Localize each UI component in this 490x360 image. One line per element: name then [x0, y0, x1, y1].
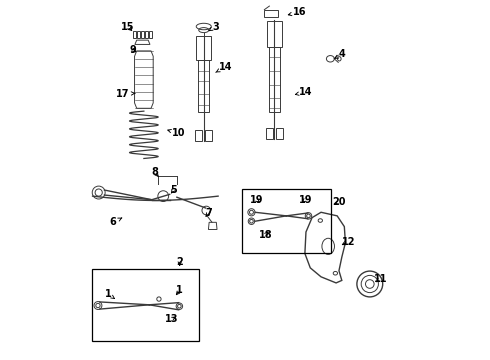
Text: 20: 20	[332, 197, 346, 207]
Text: 2: 2	[176, 257, 183, 267]
Text: 11: 11	[374, 274, 387, 284]
Text: 13: 13	[165, 314, 178, 324]
Text: 12: 12	[342, 237, 355, 247]
Text: 9: 9	[130, 45, 137, 55]
Text: 19: 19	[298, 195, 312, 205]
Text: 3: 3	[209, 22, 219, 32]
Text: 15: 15	[121, 22, 134, 32]
Text: 8: 8	[151, 167, 158, 177]
Bar	[92, 269, 199, 341]
Text: 19: 19	[250, 195, 263, 205]
Text: 16: 16	[288, 7, 306, 17]
Text: 14: 14	[295, 87, 312, 97]
Text: 1: 1	[105, 289, 115, 299]
Text: 4: 4	[335, 49, 345, 59]
Text: 1: 1	[176, 285, 183, 296]
Text: 10: 10	[168, 129, 185, 138]
Text: 17: 17	[116, 89, 135, 99]
Text: 7: 7	[205, 208, 212, 218]
Text: 14: 14	[216, 62, 232, 72]
Text: 6: 6	[110, 217, 122, 227]
Text: 5: 5	[170, 185, 177, 195]
Text: 18: 18	[259, 230, 272, 239]
Bar	[242, 189, 331, 253]
